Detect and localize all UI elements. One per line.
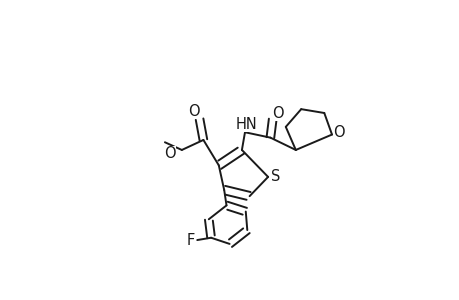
Text: HN: HN xyxy=(235,117,257,132)
Text: O: O xyxy=(272,106,283,121)
Text: O: O xyxy=(164,146,176,160)
Text: S: S xyxy=(270,169,280,184)
Text: O: O xyxy=(332,125,344,140)
Text: F: F xyxy=(186,232,195,247)
Text: O: O xyxy=(188,104,200,119)
